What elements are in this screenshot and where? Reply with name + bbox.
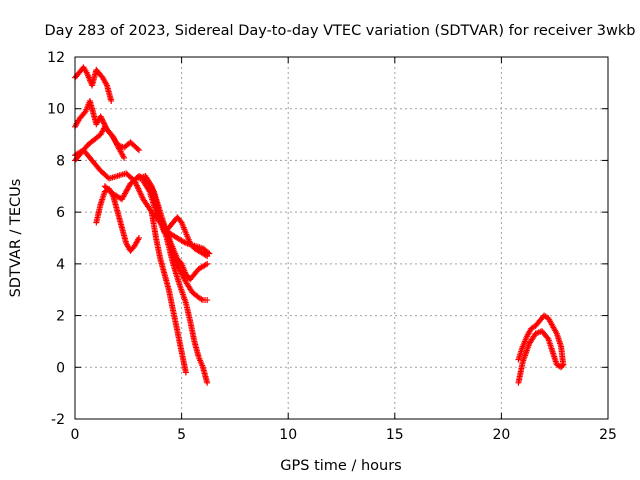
plot-frame bbox=[74, 56, 609, 420]
data-point bbox=[204, 253, 211, 260]
data-point bbox=[108, 97, 115, 104]
data-point bbox=[560, 361, 567, 368]
y-axis-label: SDTVAR / TECUs bbox=[8, 179, 24, 298]
x-tick-label: 25 bbox=[599, 427, 617, 443]
series-track-10 bbox=[157, 214, 211, 386]
x-tick-label: 20 bbox=[492, 427, 510, 443]
data-points bbox=[72, 64, 567, 386]
data-point bbox=[204, 260, 211, 267]
x-tick-label: 15 bbox=[386, 427, 404, 443]
data-point bbox=[134, 145, 141, 152]
series-track-11 bbox=[515, 312, 567, 368]
y-tick-label: 4 bbox=[56, 257, 65, 273]
series-track-12 bbox=[515, 328, 567, 386]
y-tick-label: -2 bbox=[51, 412, 65, 428]
y-tick-label: 12 bbox=[47, 50, 65, 66]
data-point bbox=[204, 379, 211, 386]
x-tick-label: 0 bbox=[71, 427, 80, 443]
data-point bbox=[177, 218, 184, 225]
data-point bbox=[121, 154, 128, 161]
y-tick-label: 8 bbox=[56, 153, 65, 169]
data-point bbox=[177, 259, 184, 266]
data-point bbox=[182, 369, 189, 376]
series-track-1 bbox=[72, 64, 115, 104]
x-tick-label: 10 bbox=[279, 427, 297, 443]
x-axis-label: GPS time / hours bbox=[280, 458, 401, 474]
data-point bbox=[204, 297, 211, 304]
y-tick-label: 6 bbox=[56, 205, 65, 221]
data-point bbox=[135, 147, 142, 154]
series-track-9 bbox=[148, 209, 189, 376]
series-track-3 bbox=[72, 123, 142, 164]
grid bbox=[75, 57, 608, 419]
data-point bbox=[559, 362, 566, 369]
x-tick-label: 5 bbox=[177, 427, 186, 443]
data-point bbox=[81, 109, 88, 116]
y-tick-label: 2 bbox=[56, 309, 65, 325]
chart-title: Day 283 of 2023, Sidereal Day-to-day VTE… bbox=[45, 23, 636, 39]
y-tick-label: 10 bbox=[47, 102, 65, 118]
data-point bbox=[135, 235, 142, 241]
y-tick-label: 0 bbox=[56, 360, 65, 376]
